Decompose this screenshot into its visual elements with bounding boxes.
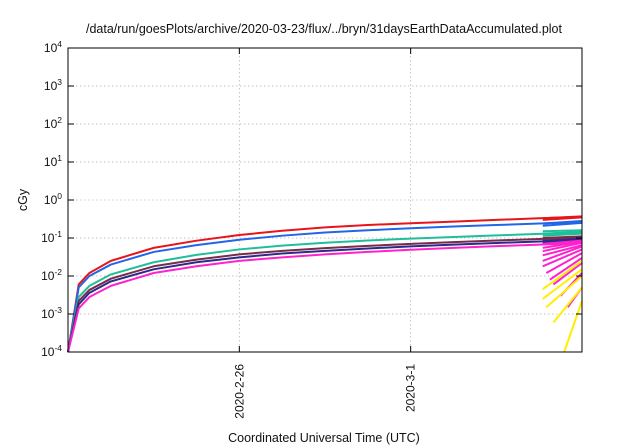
y-tick-label: 10-2: [41, 267, 62, 283]
chart-title: /data/run/goesPlots/archive/2020-03-23/f…: [86, 22, 562, 36]
recent-segment-line: [552, 262, 583, 286]
recent-segments-layer: [542, 215, 583, 353]
x-tick-label: 2020-3-1: [404, 364, 418, 412]
recent-segment-line: [542, 236, 583, 241]
recent-segment-line: [545, 275, 583, 309]
series-line: [67, 215, 583, 353]
recent-segment-line: [542, 215, 583, 220]
grid: [68, 48, 582, 352]
recent-segment-line: [542, 221, 583, 227]
y-axis-ticks: 10-4 10-3 10-2 10-1 100 101 102 103 104: [41, 39, 582, 359]
recent-segment-line: [542, 244, 583, 257]
y-tick-label: 104: [44, 39, 62, 55]
recent-segment-line: [542, 216, 583, 221]
series-layer: [67, 215, 583, 353]
series-line: [67, 239, 583, 353]
recent-segment-line: [552, 286, 583, 324]
recent-segment-line: [542, 220, 583, 225]
y-tick-label: 103: [44, 77, 62, 93]
series-line: [67, 231, 583, 353]
recent-segment-line: [542, 239, 583, 245]
recent-segment-line: [542, 240, 583, 249]
recent-segment-line: [542, 229, 583, 233]
recent-segment-line: [549, 257, 583, 281]
recent-segment-line: [542, 241, 583, 253]
y-tick-label: 10-4: [41, 343, 62, 359]
y-tick-label: 10-1: [41, 229, 62, 245]
recent-segment-line: [542, 232, 583, 237]
y-axis-label: cGy: [16, 188, 30, 211]
y-tick-label: 101: [44, 153, 62, 169]
recent-segment-line: [542, 268, 583, 300]
y-tick-label: 10-3: [41, 305, 62, 321]
x-tick-label: 2020-2-26: [232, 364, 246, 419]
y-tick-label: 100: [44, 191, 62, 207]
x-axis-label: Coordinated Universal Time (UTC): [228, 431, 420, 445]
x-axis-ticks: 2020-2-26 2020-3-1: [232, 48, 418, 419]
series-line: [67, 236, 583, 353]
series-line: [67, 221, 583, 353]
recent-segment-line: [563, 300, 583, 353]
recent-segment-line: [542, 260, 583, 290]
recent-segment-line: [542, 230, 583, 235]
series-line: [67, 241, 583, 353]
recent-segment-line: [542, 248, 583, 268]
y-tick-label: 102: [44, 115, 62, 131]
recent-segment-line: [542, 245, 583, 262]
recent-segment-line: [545, 252, 583, 274]
